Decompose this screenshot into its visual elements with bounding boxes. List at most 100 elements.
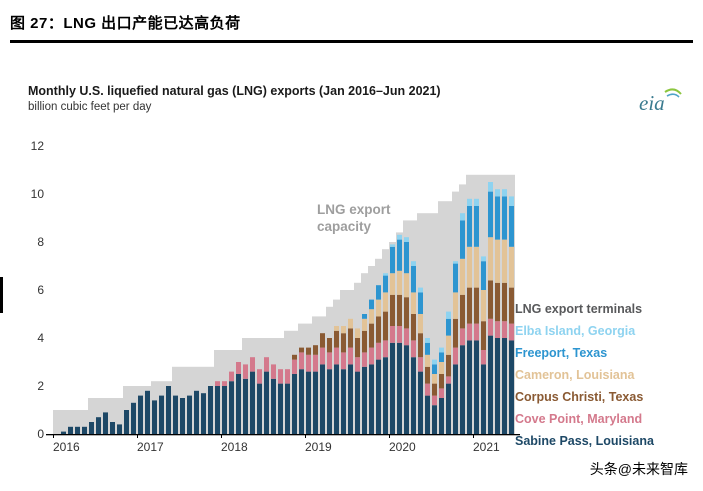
bar-segment (411, 292, 416, 314)
bar-segment (96, 417, 101, 434)
bar-segment (334, 364, 339, 434)
bar-segment (418, 357, 423, 372)
bar-segment (292, 354, 297, 360)
bar-segment (439, 388, 444, 398)
bar-segment (495, 196, 500, 240)
legend-entry: Freeport, Texas (515, 346, 608, 360)
bar-segment (467, 323, 472, 341)
bar-segment (369, 364, 374, 434)
bar-segment (411, 266, 416, 293)
bar-segment (222, 381, 227, 386)
bar-segment (474, 198, 479, 206)
bar-segment (460, 213, 465, 221)
figure-caption: 图 27：LNG 出口产能已达高负荷 (10, 15, 241, 32)
bar-segment (509, 287, 514, 324)
bar-segment (271, 378, 276, 434)
bar-segment (432, 359, 437, 365)
bar-segment (334, 330, 339, 348)
bar-segment (362, 366, 367, 434)
bar-segment (404, 237, 409, 242)
bar-segment (299, 347, 304, 353)
capacity-area-segment (74, 410, 81, 434)
bar-segment (306, 371, 311, 434)
chart-legend: LNG export terminals Elba Island, Georgi… (515, 298, 693, 452)
bar-segment (502, 282, 507, 322)
bar-segment (243, 364, 248, 379)
bar-segment (404, 297, 409, 329)
bar-segment (460, 328, 465, 346)
bar-segment (257, 369, 262, 384)
bar-segment (131, 402, 136, 434)
y-tick-label: 12 (31, 139, 45, 153)
x-tick-label: 2021 (473, 440, 500, 454)
bar-segment (376, 299, 381, 317)
bar-segment (502, 338, 507, 434)
bar-segment (264, 357, 269, 372)
bar-segment (362, 318, 367, 331)
bar-segment (509, 246, 514, 288)
bar-segment (390, 273, 395, 295)
bar-segment (236, 362, 241, 374)
bar-segment (320, 364, 325, 434)
bar-segment (194, 390, 199, 434)
x-tick-label: 2020 (389, 440, 416, 454)
bar-segment (341, 326, 346, 334)
bar-segment (117, 424, 122, 434)
bar-segment (446, 335, 451, 355)
bar-segment (355, 357, 360, 372)
bar-segment (334, 326, 339, 331)
eia-logo-swoosh-icon (664, 88, 682, 95)
bar-segment (320, 333, 325, 348)
bar-segment (138, 395, 143, 434)
bar-segment (306, 354, 311, 372)
bar-segment (404, 328, 409, 346)
bar-segment (502, 239, 507, 283)
bar-segment (341, 352, 346, 370)
bar-segment (411, 357, 416, 434)
y-tick-label: 4 (37, 331, 44, 345)
capacity-area-segment (116, 398, 123, 434)
bar-segment (292, 359, 297, 374)
bar-segment (390, 294, 395, 326)
y-tick-label: 2 (37, 379, 44, 393)
bar-segment (166, 386, 171, 434)
bar-segment (467, 340, 472, 434)
bar-segment (446, 318, 451, 336)
bar-segment (152, 400, 157, 434)
bar-segment (355, 371, 360, 434)
bar-segment (376, 285, 381, 300)
bar-segment (411, 314, 416, 341)
bar-segment (362, 352, 367, 367)
bar-segment (334, 347, 339, 365)
bar-segment (467, 198, 472, 206)
bar-segment (292, 374, 297, 434)
bar-segment (474, 206, 479, 247)
bar-segment (467, 287, 472, 324)
bar-segment (313, 354, 318, 372)
bar-segment (474, 246, 479, 288)
bar-segment (383, 311, 388, 341)
bar-segment (460, 345, 465, 434)
bar-segment (376, 359, 381, 434)
capacity-area-segment (88, 398, 95, 434)
x-axis-line (46, 434, 520, 436)
bar-segment (453, 364, 458, 434)
bar-segment (369, 299, 374, 310)
bar-segment (425, 342, 430, 355)
bar-segment (481, 256, 486, 262)
bar-segment (446, 354, 451, 377)
bar-segment (271, 364, 276, 379)
legend-entry: Cove Point, Maryland (515, 412, 643, 426)
legend-title: LNG export terminals (515, 302, 643, 316)
bar-segment (201, 393, 206, 434)
bar-segment (383, 340, 388, 358)
bar-segment (383, 275, 388, 293)
bar-segment (383, 292, 388, 312)
bar-segment (418, 371, 423, 434)
bar-segment (383, 273, 388, 276)
x-axis-tick (221, 434, 222, 438)
capacity-area-segment (431, 213, 438, 434)
bar-segment (495, 338, 500, 434)
legend-entry: Cameron, Louisiana (515, 368, 635, 382)
